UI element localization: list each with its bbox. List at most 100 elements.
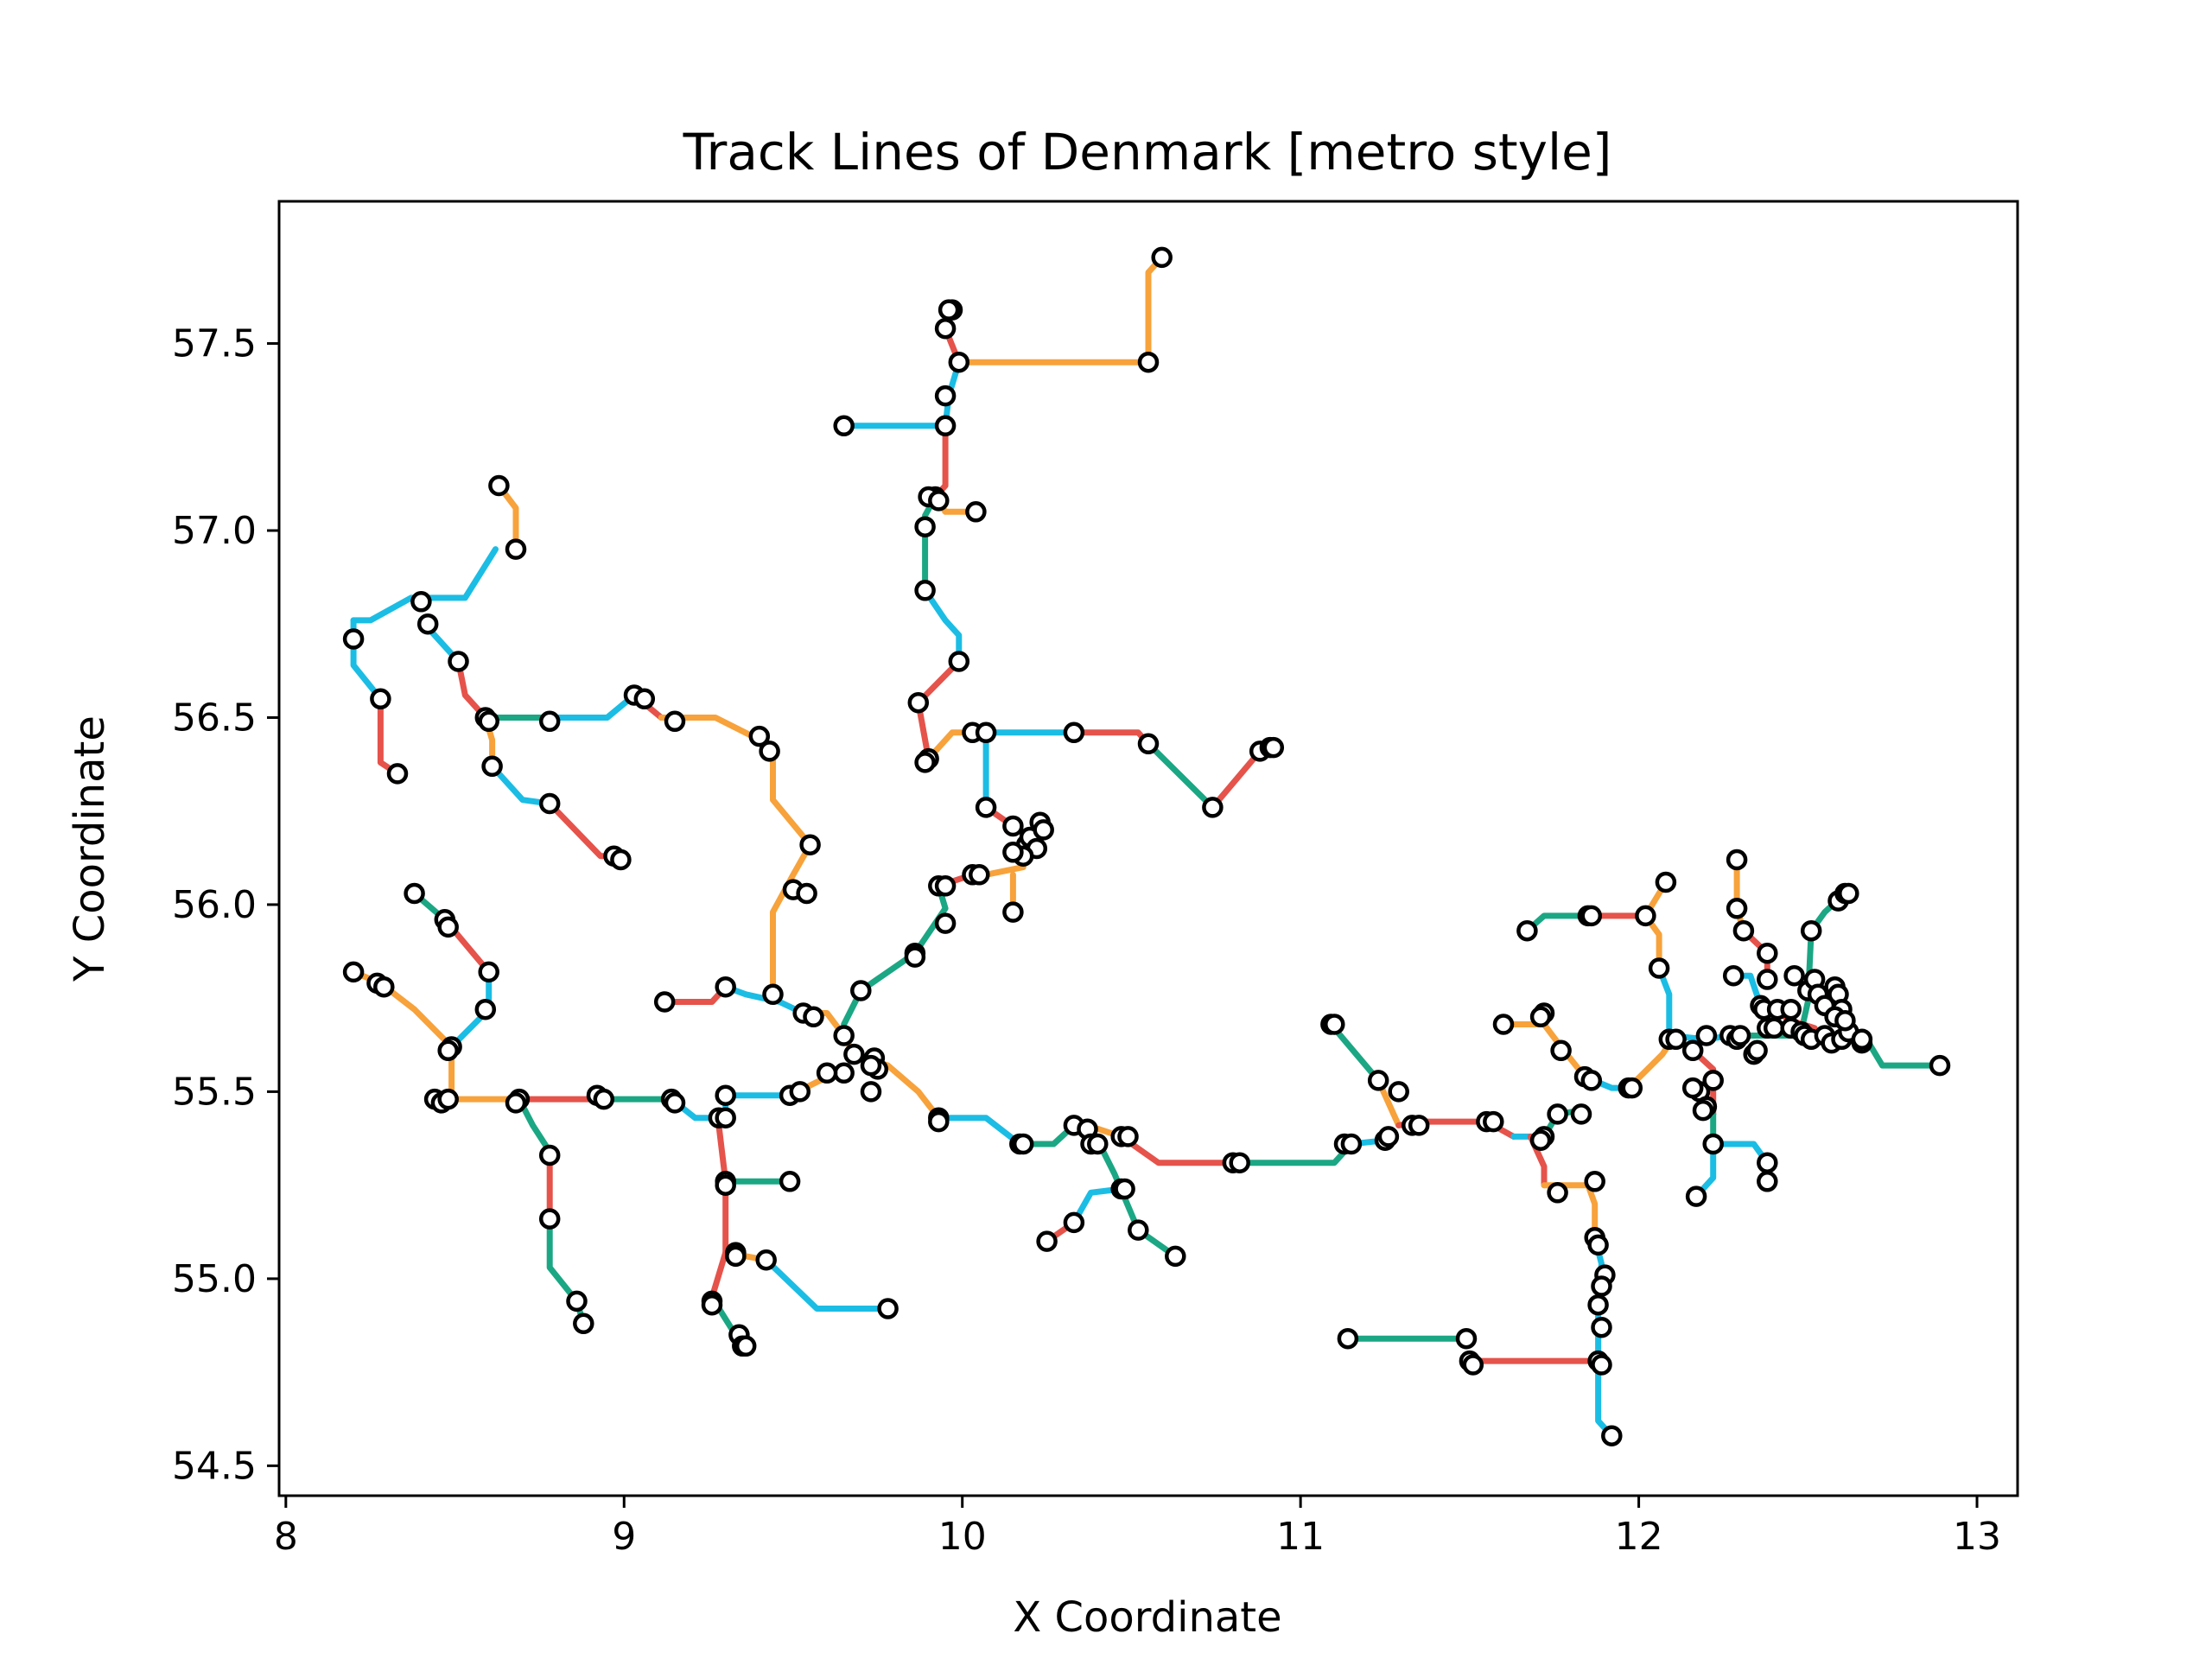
station-marker (1681, 1077, 1704, 1099)
station-marker (1838, 882, 1859, 905)
track-line-orange (1541, 1182, 1599, 1241)
station-marker (1324, 1014, 1345, 1035)
station-marker (833, 415, 855, 437)
station-marker (914, 580, 936, 601)
track-line-cyan (350, 546, 499, 624)
station-marker (1547, 1103, 1568, 1125)
station-marker (934, 415, 957, 437)
station-marker (1702, 1133, 1724, 1155)
station-marker (342, 628, 365, 650)
station-marker (1033, 819, 1054, 841)
stations (342, 246, 1951, 1446)
station-marker (437, 916, 459, 938)
station-marker (860, 1081, 882, 1103)
station-marker (715, 976, 736, 998)
track-line-cyan (935, 1115, 1023, 1147)
station-marker (1692, 1099, 1714, 1122)
station-marker (701, 1294, 723, 1316)
station-marker (1550, 1039, 1572, 1062)
station-marker (965, 501, 987, 523)
station-marker (1492, 1014, 1515, 1035)
station-marker (948, 651, 970, 672)
station-marker (1151, 246, 1173, 269)
station-marker (1137, 351, 1160, 373)
station-marker (975, 797, 997, 818)
station-marker (437, 1088, 459, 1110)
station-marker (1763, 1017, 1785, 1039)
station-marker (1137, 733, 1160, 755)
station-marker (1063, 1211, 1085, 1234)
station-marker (1584, 1171, 1605, 1192)
station-marker (1337, 1327, 1359, 1350)
y-tick-label: 54.5 (172, 1444, 257, 1488)
station-marker (833, 1025, 855, 1046)
station-marker (715, 1107, 736, 1128)
station-marker (566, 1290, 588, 1313)
station-marker (1621, 1077, 1643, 1099)
station-marker (715, 1084, 736, 1106)
track-line-orange (1500, 1021, 1588, 1080)
station-marker (1834, 1009, 1856, 1032)
station-marker (410, 591, 432, 613)
y-tick-label: 57.5 (172, 322, 257, 366)
station-marker (1367, 1070, 1389, 1091)
station-marker (478, 961, 499, 983)
station-marker (1726, 849, 1748, 871)
station-marker (1757, 1152, 1778, 1173)
station-marker (1732, 919, 1755, 942)
station-marker (1128, 1219, 1149, 1241)
station-marker (437, 1039, 459, 1062)
station-marker (1202, 797, 1224, 818)
track-line-cyan (763, 1256, 892, 1312)
station-marker (934, 875, 957, 897)
station-marker (1408, 1115, 1430, 1136)
station-marker (833, 1062, 855, 1084)
y-axis-ticks: 54.5 55.0 55.5 56.0 56.5 57.0 57.5 (172, 322, 279, 1488)
station-marker (1340, 1133, 1363, 1155)
x-tick-label: 8 (274, 1515, 298, 1559)
track-line-cyan (722, 983, 807, 1016)
station-marker (969, 864, 990, 886)
station-marker (1262, 736, 1285, 759)
station-marker (448, 651, 469, 672)
station-marker (1729, 1025, 1751, 1046)
station-marker (538, 1208, 561, 1230)
station-marker (877, 1298, 899, 1319)
station-marker (1580, 905, 1603, 927)
x-tick-label: 10 (938, 1515, 987, 1559)
station-marker (796, 882, 817, 905)
station-marker (1685, 1185, 1707, 1207)
station-marker (948, 351, 970, 373)
station-marker (762, 983, 784, 1006)
y-tick-label: 55.5 (172, 1070, 257, 1114)
station-marker (1087, 1133, 1109, 1155)
station-marker (1695, 1025, 1718, 1046)
station-marker (1012, 1133, 1034, 1155)
track-line-cyan (546, 692, 638, 721)
station-marker (1377, 1126, 1400, 1147)
station-marker (755, 1249, 777, 1271)
x-tick-label: 9 (612, 1515, 636, 1559)
station-marker (404, 882, 425, 905)
station-marker (1722, 964, 1745, 987)
station-marker (474, 998, 497, 1020)
station-marker (1229, 1152, 1250, 1173)
station-marker (1516, 919, 1538, 942)
station-marker (803, 1006, 824, 1028)
station-marker (538, 710, 561, 733)
station-marker (1002, 815, 1024, 837)
station-marker (934, 317, 957, 340)
x-tick-label: 11 (1276, 1515, 1325, 1559)
station-marker (538, 792, 561, 815)
y-axis-label: Y Coordinate (66, 715, 114, 982)
x-tick-label: 12 (1615, 1515, 1663, 1559)
station-marker (748, 725, 771, 747)
station-marker (1757, 942, 1778, 964)
station-marker (1063, 721, 1085, 744)
station-marker (1601, 1425, 1623, 1446)
track-line-green (1094, 1137, 1179, 1260)
station-marker (1117, 1126, 1139, 1147)
station-marker (725, 1245, 747, 1268)
station-marker (1851, 1028, 1873, 1051)
